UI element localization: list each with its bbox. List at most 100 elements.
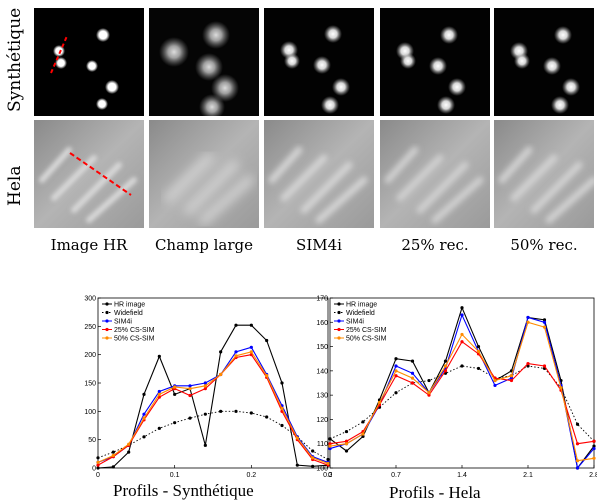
data-point [311, 456, 315, 460]
legend-label: SIM4i [114, 319, 132, 326]
tile-synthetic-hr [34, 8, 144, 116]
data-point [265, 374, 269, 378]
data-point [509, 376, 514, 380]
y-tick-label: 150 [84, 381, 96, 388]
data-point [173, 392, 177, 396]
data-point [344, 429, 349, 434]
data-point [157, 389, 161, 394]
series-line-50-cs-sim [97, 351, 329, 464]
data-point [460, 313, 464, 317]
data-point [410, 376, 415, 380]
tile-synthetic-25 [380, 8, 490, 116]
data-point [575, 422, 580, 426]
data-point [96, 460, 100, 464]
data-point [265, 338, 269, 343]
legend-marker [337, 302, 341, 306]
plot-frame [329, 297, 595, 469]
column-label-50: 50% rec. [510, 236, 578, 254]
data-point [249, 323, 253, 327]
legend-label: 50% CS-SIM [346, 336, 387, 343]
data-point [127, 450, 131, 454]
profile-plot-hela: 0 0.7 1.4 2.1 2.8 100 110 120 130 140 150 160 170 HR … [316, 296, 597, 480]
data-point [394, 391, 398, 395]
data-point [249, 350, 253, 354]
tile-hela-25 [380, 120, 490, 228]
legend-marker [337, 310, 341, 315]
tile-synthetic-50 [494, 8, 600, 116]
data-point [142, 416, 146, 420]
data-point [96, 466, 100, 470]
column-label-25: 25% rec. [401, 236, 469, 254]
y-tick-label: 140 [316, 368, 328, 375]
x-tick-label: 0.3 [323, 472, 332, 479]
data-point [203, 384, 207, 388]
x-tick-label: 0.2 [246, 472, 256, 479]
tile-hela-50 [494, 120, 600, 228]
legend-marker [105, 327, 109, 332]
data-point [476, 349, 481, 354]
y-tick-label: 50 [88, 437, 96, 444]
x-tick-label: 0.7 [391, 472, 401, 479]
x-tick-label: 0 [96, 472, 100, 479]
legend-label: HR image [346, 302, 377, 309]
data-point [326, 457, 330, 462]
data-point [592, 444, 596, 448]
y-tick-label: 150 [316, 344, 328, 351]
data-point [526, 361, 530, 366]
data-point [173, 421, 177, 425]
data-point [427, 378, 431, 383]
x-tick-label: 2.8 [589, 472, 597, 479]
x-tick-label: 0 [328, 472, 332, 479]
data-point [410, 371, 415, 375]
y-tick-label: 160 [316, 320, 328, 327]
data-point [526, 364, 530, 368]
data-point [219, 350, 223, 354]
legend-marker [105, 302, 109, 306]
legend-label: 25% CS-SIM [114, 327, 155, 334]
data-point [476, 366, 481, 371]
y-tick-label: 110 [317, 441, 328, 448]
data-point [295, 436, 299, 440]
data-point [157, 426, 161, 430]
data-point [443, 369, 448, 373]
data-point [427, 391, 431, 395]
y-tick-label: 0 [92, 466, 96, 473]
y-tick-label: 130 [316, 393, 328, 400]
data-point [559, 386, 563, 390]
legend-marker [337, 319, 341, 323]
series-line-sim4i [97, 346, 329, 463]
data-point [234, 323, 238, 327]
data-point [311, 464, 315, 468]
data-point [361, 432, 365, 436]
data-point [203, 387, 207, 391]
y-tick-label: 170 [316, 296, 328, 303]
row-label-synthetic: Synthétique [5, 7, 25, 112]
data-point [410, 381, 415, 385]
tile-hela-sim4i [264, 120, 374, 228]
data-point [111, 450, 115, 454]
legend-label: SIM4i [346, 319, 364, 326]
data-point [203, 381, 207, 385]
data-point [394, 369, 398, 373]
tile-hela-hr [34, 120, 144, 228]
data-point [361, 434, 365, 439]
data-point [493, 383, 497, 388]
data-point [575, 442, 580, 446]
data-point [377, 400, 382, 405]
data-point [234, 354, 238, 358]
series-line-25-cs-sim [97, 354, 329, 466]
data-point [592, 456, 596, 460]
legend-label: 50% CS-SIM [114, 336, 155, 343]
y-tick-label: 100 [84, 409, 96, 416]
data-point [509, 374, 514, 378]
data-point [542, 325, 547, 329]
data-point [203, 412, 207, 416]
tile-synthetic-sim4i [264, 8, 374, 116]
data-point [460, 332, 464, 337]
legend-label: Widefield [114, 310, 143, 317]
data-point [142, 412, 146, 416]
data-point [575, 466, 580, 470]
data-point [328, 446, 332, 451]
y-tick-label: 200 [84, 352, 96, 359]
y-tick-label: 120 [316, 417, 328, 424]
